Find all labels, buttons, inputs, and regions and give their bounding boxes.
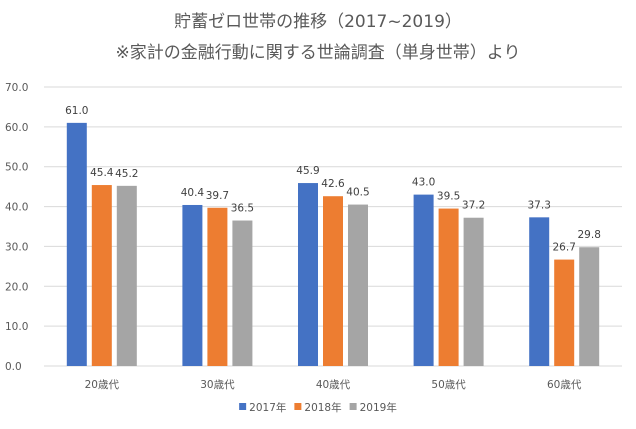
data-label: 37.2 (462, 200, 485, 212)
x-tick-label: 40歳代 (316, 379, 351, 391)
data-label: 39.5 (437, 191, 460, 203)
legend: 2017年 2018年 2019年 (239, 401, 397, 414)
y-tick-label: 30.0 (5, 241, 28, 253)
legend-label: 2019年 (360, 401, 397, 414)
data-label: 45.2 (115, 168, 138, 180)
bars (66, 122, 600, 366)
y-tick-label: 0.0 (5, 361, 22, 373)
legend-label: 2017年 (249, 401, 286, 414)
data-labels: 61.0 45.4 45.2 40.4 39.736.5 45.942.640.5 43.0… (65, 105, 601, 254)
x-tick-label: 20歳代 (85, 379, 120, 391)
y-tick-label: 60.0 (5, 122, 28, 134)
legend-swatch (294, 403, 302, 410)
data-label: 29.8 (578, 229, 601, 241)
legend-item: 2018年 (294, 401, 342, 414)
bar (91, 185, 112, 366)
data-label: 39.7 (206, 190, 229, 202)
legend-swatch (239, 403, 247, 410)
x-tick-label: 60歳代 (547, 379, 582, 391)
bar (463, 217, 484, 366)
bar (232, 220, 253, 366)
chart-title-line-1: 貯蓄ゼロ世帯の推移（2017~2019） (174, 12, 462, 32)
data-label: 37.3 (528, 199, 551, 211)
bar (116, 185, 137, 366)
bar (413, 194, 434, 366)
legend-item: 2017年 (239, 401, 286, 414)
y-tick-label: 10.0 (5, 321, 28, 333)
y-tick-label: 70.0 (5, 82, 28, 94)
legend-label: 2018年 (304, 401, 341, 414)
data-label: 36.5 (231, 203, 254, 215)
bar (579, 247, 600, 366)
data-label: 40.5 (346, 187, 369, 199)
bar (323, 196, 343, 366)
x-axis-tick-labels: 20歳代 30歳代 40歳代 50歳代 60歳代 (85, 379, 582, 391)
y-axis-tick-labels: 0.0 10.0 20.0 30.0 40.0 50.0 60.0 70.0 (5, 82, 28, 373)
bar (66, 122, 87, 366)
x-tick-label: 50歳代 (431, 379, 466, 391)
bar (182, 204, 203, 366)
data-label: 42.6 (321, 178, 345, 190)
legend-item: 2019年 (349, 401, 397, 414)
chart-title-line-2: ※家計の金融行動に関する世論調査（単身世帯）より (116, 43, 521, 63)
legend-swatch (349, 403, 357, 410)
bar (438, 208, 459, 366)
data-label: 45.9 (296, 165, 319, 177)
x-tick-label: 30歳代 (200, 379, 235, 391)
data-label: 26.7 (553, 242, 576, 254)
bar (529, 217, 550, 366)
data-label: 45.4 (90, 167, 114, 179)
bar (298, 183, 318, 366)
y-tick-label: 50.0 (5, 162, 28, 174)
data-label: 40.4 (181, 187, 205, 199)
data-label: 43.0 (412, 177, 435, 189)
y-tick-label: 20.0 (5, 281, 28, 293)
bar (207, 207, 228, 366)
y-tick-label: 40.0 (5, 202, 28, 214)
bar (554, 259, 575, 366)
data-label: 61.0 (65, 105, 88, 117)
bar (348, 204, 368, 366)
